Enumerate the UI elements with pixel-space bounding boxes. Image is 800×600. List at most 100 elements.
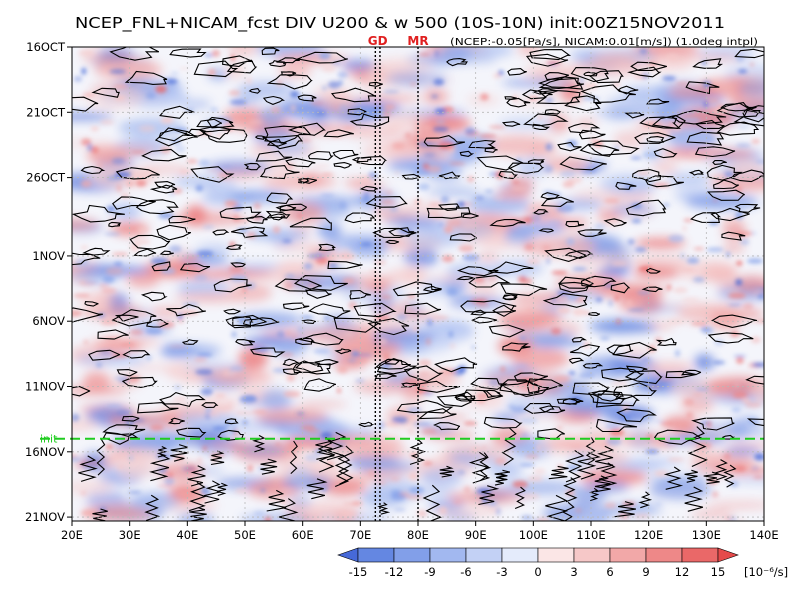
contour-loop [423,135,466,147]
field-speck [105,267,124,276]
y-tick-label: 21NOV [25,510,65,524]
field-speck [321,173,334,177]
field-speck [82,92,95,98]
field-speck [337,72,348,78]
field-blob [344,128,402,139]
field-blob [253,409,328,423]
field-speck [373,259,387,266]
field-speck [725,251,731,257]
field-speck [662,203,670,207]
contour-loop [433,422,461,431]
field-speck [681,297,699,302]
field-speck [344,332,354,337]
field-speck [204,53,214,57]
field-speck [252,410,268,414]
contour-loop [507,68,527,76]
contour-loop [706,189,745,201]
field-speck [173,188,183,194]
contour-loop [300,177,318,184]
field-blob [325,315,353,324]
field-speck [80,491,87,496]
colorbar-tick-label: -9 [424,565,435,579]
contour-loop [587,389,626,405]
contour-loop [285,157,316,168]
field-speck [276,330,286,338]
y-tick-label: 1NOV [32,249,65,263]
field-speck [757,293,764,300]
contour-loop [513,372,548,382]
contour-loop [523,113,569,127]
field-speck [524,243,534,251]
field-speck [640,357,651,362]
field-speck [211,49,220,57]
contour-loop [588,312,601,317]
contour-loop [122,350,151,359]
contour-loop [733,109,764,127]
field-speck [106,404,123,408]
field-speck [537,517,550,521]
field-speck [313,164,331,168]
contour-loop [576,451,601,480]
field-speck [230,274,248,283]
field-speck [342,277,355,285]
contour-loop [344,212,376,224]
field-speck [196,353,213,357]
field-speck [672,286,688,294]
contour-loop [663,466,684,490]
field-speck [186,159,198,164]
field-speck [728,515,738,521]
field-speck [755,319,764,323]
colorbar-tick-label: 15 [711,565,726,579]
field-speck [351,500,363,506]
contour-loop [365,196,408,208]
field-speck [320,432,333,439]
field-blob [181,99,212,109]
contour-loop [439,465,455,478]
field-speck [239,395,258,404]
field-speck [121,192,130,199]
field-blob [352,460,418,472]
field-blob [323,478,367,497]
contour-loop [734,48,764,59]
field-speck [241,286,248,293]
field-speck [699,466,714,475]
field-speck [709,164,719,168]
field-speck [202,224,215,230]
contour-loop [102,424,146,437]
contour-loop [334,454,351,488]
field-blob [668,84,718,99]
field-speck [379,295,393,300]
field-speck [145,328,163,335]
field-speck [284,282,293,290]
contour-loop [189,506,207,521]
contour-loop [488,324,526,338]
field-speck [517,275,527,284]
field-speck [352,441,371,444]
field-blob [297,401,348,408]
field-speck [675,349,680,357]
field-speck [528,203,541,209]
contour-loop [133,248,157,257]
field-speck [438,506,448,515]
contour-loop [468,275,511,288]
contour-loop [129,234,171,250]
field-speck [224,201,239,204]
contour-loop [691,417,735,431]
field-speck [112,84,130,89]
field-blob [428,173,463,182]
field-speck [297,213,303,219]
field-speck [637,291,651,295]
field-speck [113,261,123,267]
field-speck [723,220,735,225]
contour-loop [615,181,637,190]
x-tick-label: 110E [576,528,605,542]
field-speck [498,70,504,76]
contour-loop [665,370,697,379]
field-speck [390,493,406,501]
contour-loop [503,294,519,301]
contour-loop [358,421,375,428]
contour-loop [159,105,195,119]
field-speck [597,72,604,77]
field-speck [392,142,406,150]
field-blob [394,202,460,220]
